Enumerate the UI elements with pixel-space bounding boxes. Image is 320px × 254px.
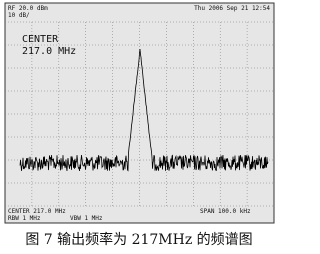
marker-value: 217.0 MHz	[22, 46, 76, 57]
spectrum-trace	[19, 48, 269, 172]
figure: RF 20.0 dBm 10 dB/ Thu 2006 Sep 21 12:54…	[4, 2, 275, 248]
top-left: RF 20.0 dBm	[8, 5, 48, 12]
marker-label: CENTER	[22, 34, 59, 45]
bottom-left-2: RBW 1 MHz	[8, 215, 41, 222]
bottom-left: CENTER 217.0 MHz	[8, 208, 66, 215]
top-left-2: 10 dB/	[8, 12, 30, 19]
top-right: Thu 2006 Sep 21 12:54	[194, 5, 270, 12]
caption: 图 7 输出频率为 217MHz 的频谱图	[25, 231, 252, 248]
bottom-right: SPAN 100.0 kHz	[200, 208, 251, 215]
bottom-mid: VBW 1 MHz	[70, 215, 103, 222]
